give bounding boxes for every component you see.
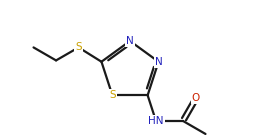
Text: S: S [75, 42, 82, 52]
Text: N: N [155, 57, 162, 67]
Text: O: O [192, 93, 200, 103]
Text: S: S [109, 90, 116, 100]
Text: HN: HN [148, 116, 164, 126]
Text: N: N [126, 36, 134, 46]
